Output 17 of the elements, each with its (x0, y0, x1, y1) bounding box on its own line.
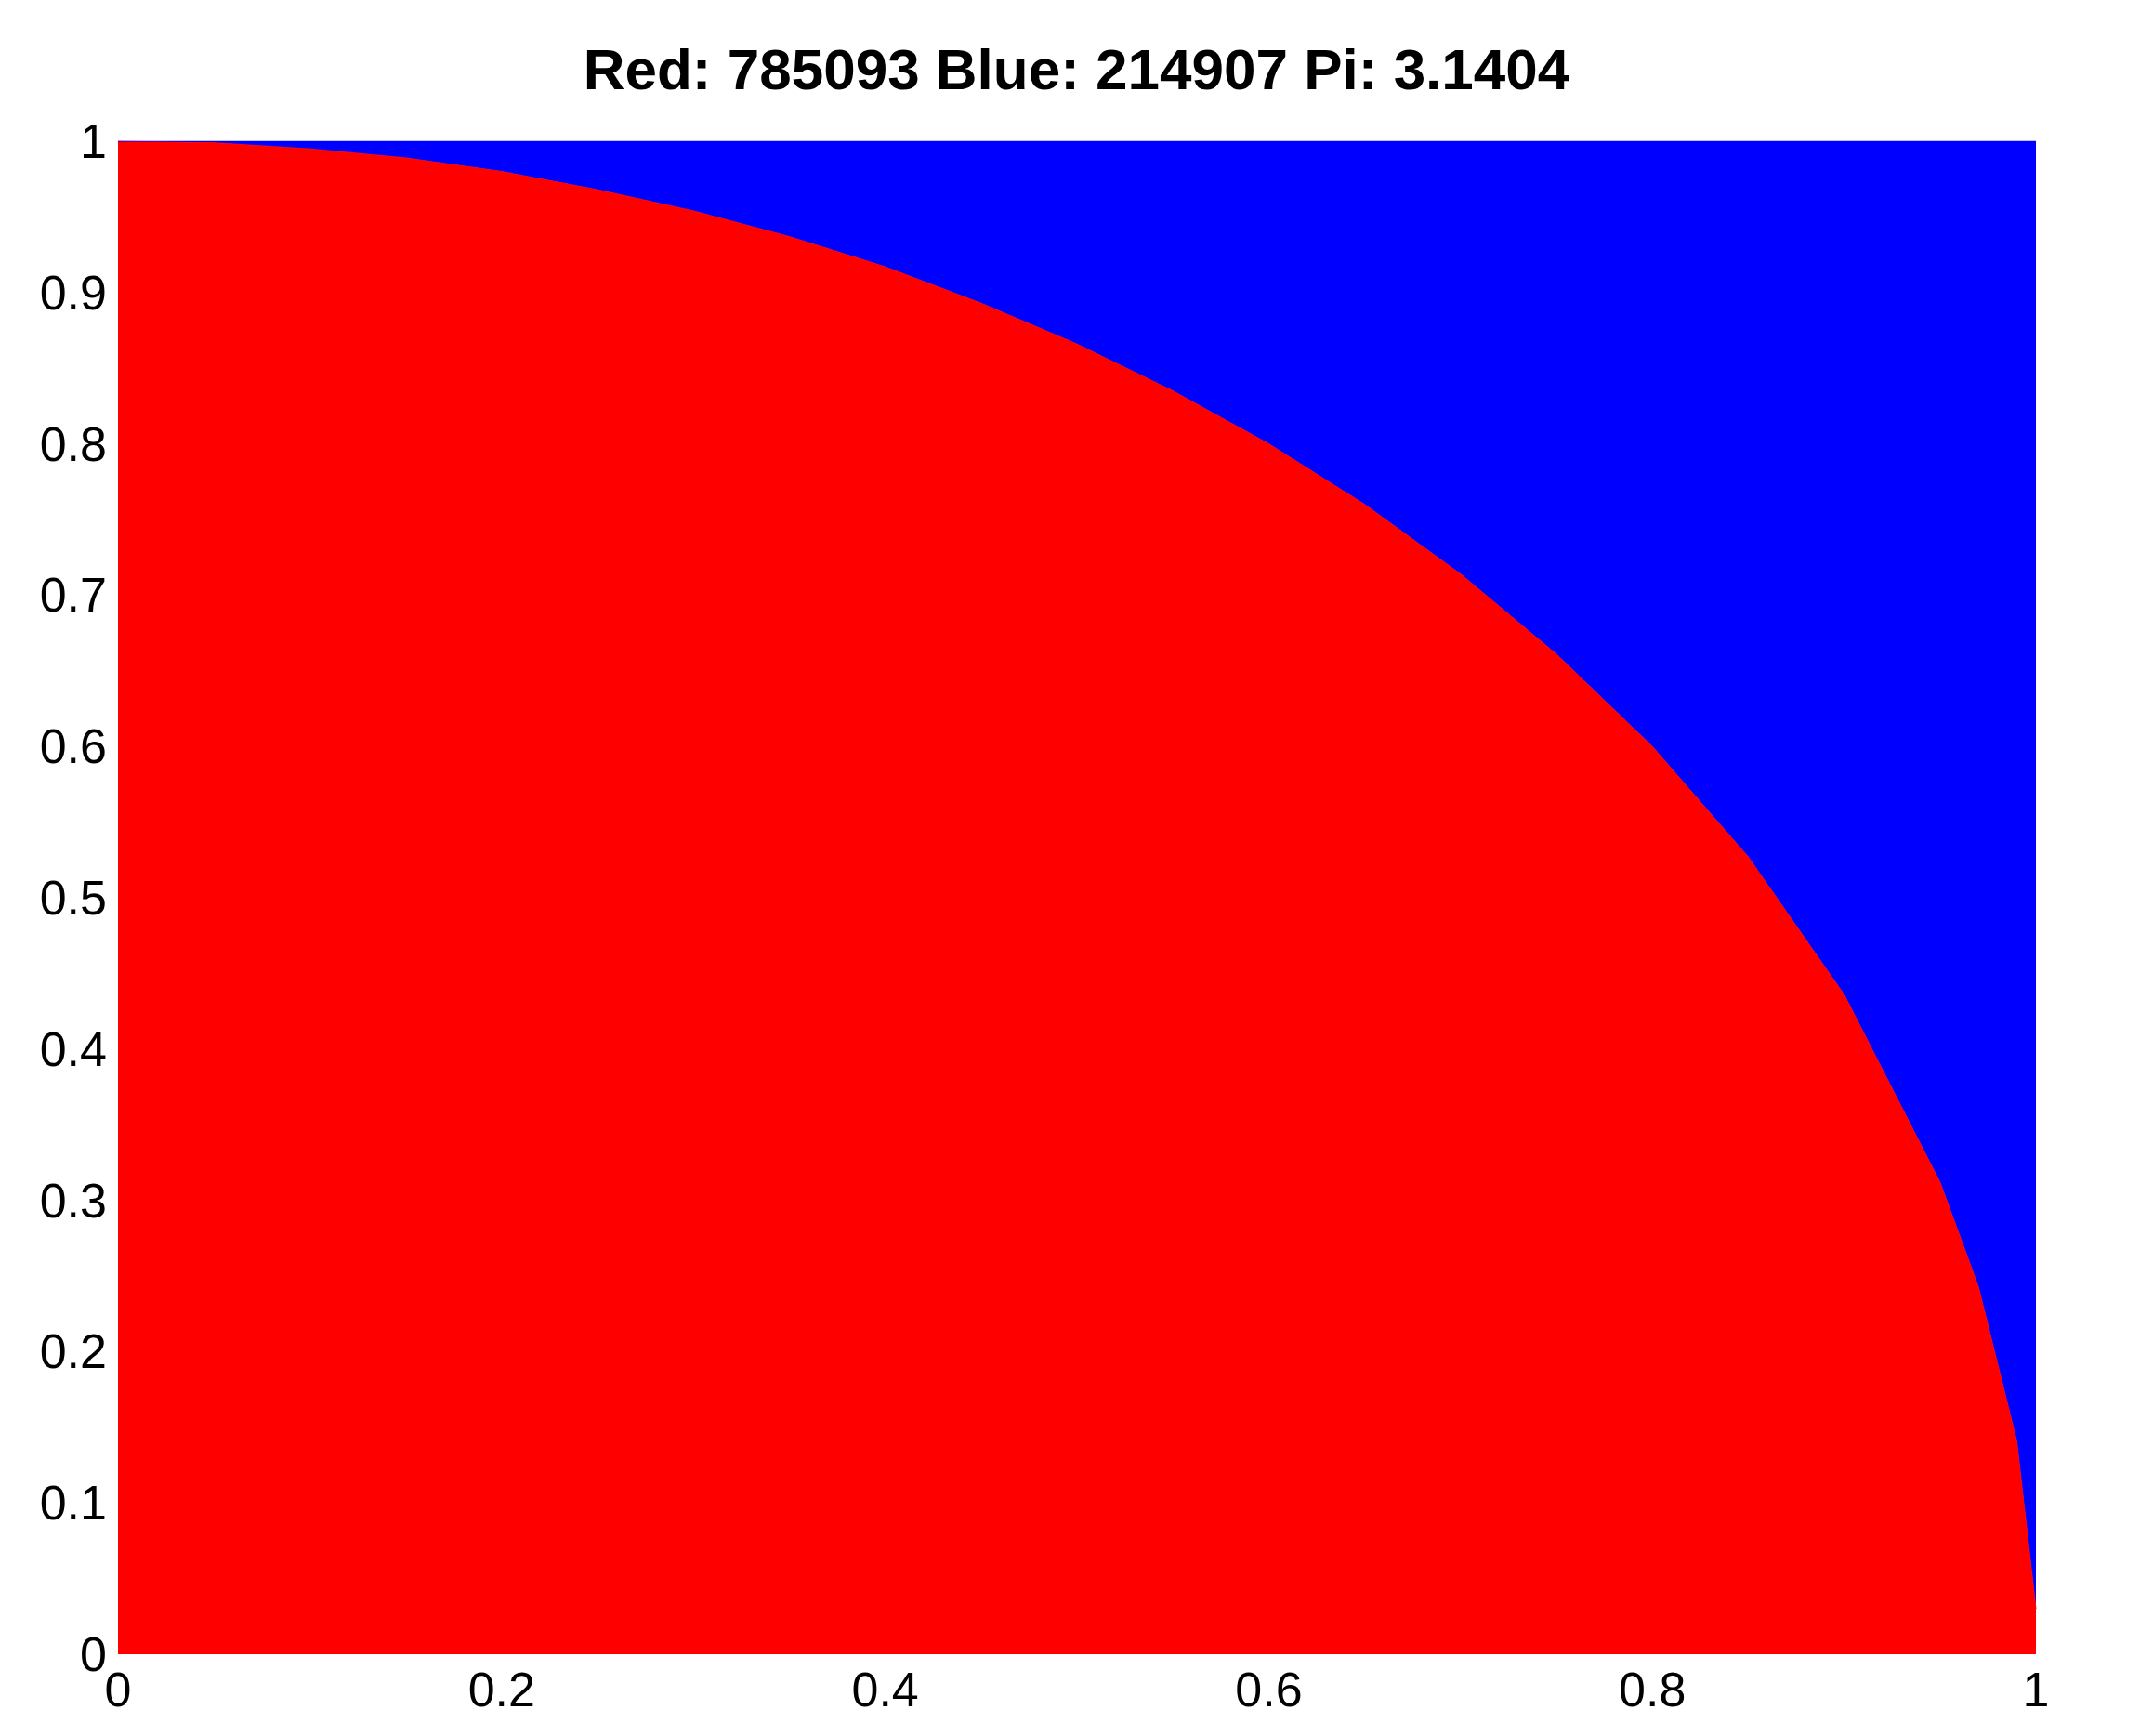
x-tick-label: 0.2 (467, 1663, 535, 1716)
y-tick-label: 0.2 (39, 1324, 107, 1379)
chart-title: Red: 785093 Blue: 214907 Pi: 3.1404 (583, 36, 1570, 101)
y-tick-label: 0.4 (39, 1021, 107, 1076)
x-tick-label: 0.8 (1619, 1663, 1687, 1716)
x-tick-label: 0.4 (851, 1663, 919, 1716)
y-tick-label: 0.9 (39, 265, 107, 320)
y-tick-label: 0.5 (39, 871, 107, 925)
y-tick-label: 0.1 (39, 1476, 107, 1531)
y-tick-label: 0 (80, 1627, 107, 1681)
y-tick-label: 0.7 (39, 568, 107, 623)
y-tick-label: 0.3 (39, 1173, 107, 1228)
y-tick-label: 1 (80, 114, 107, 168)
x-tick-label: 0.6 (1235, 1663, 1303, 1716)
y-tick-label: 0.8 (39, 416, 107, 471)
x-tick-label: 1 (2022, 1663, 2050, 1716)
y-tick-label: 0.6 (39, 719, 107, 774)
